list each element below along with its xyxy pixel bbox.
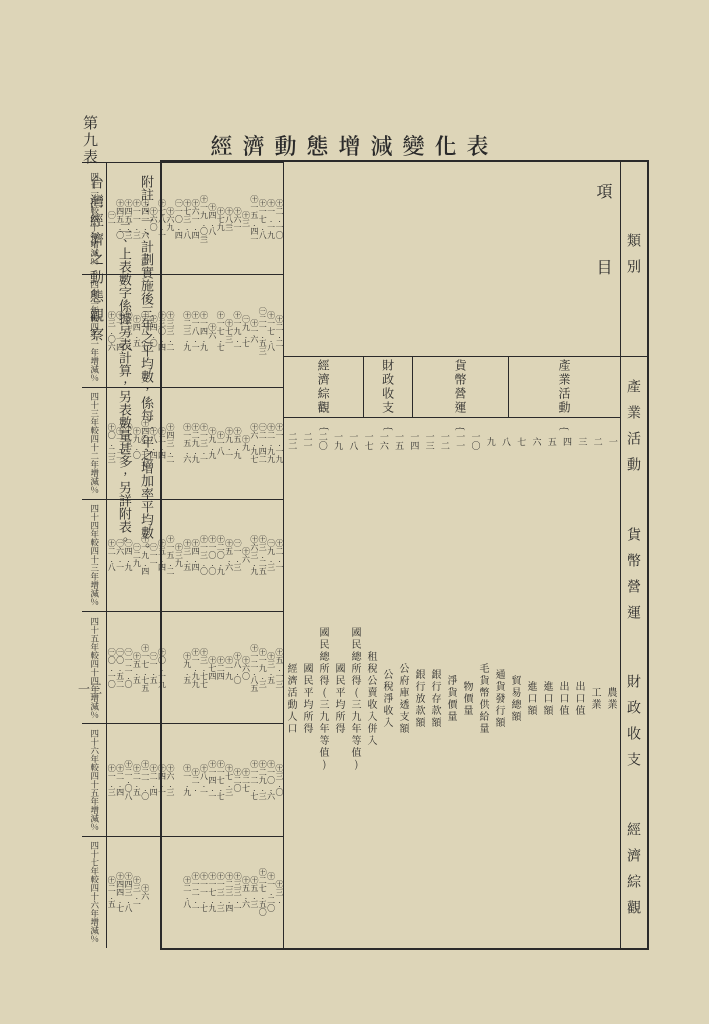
item-name: 工業	[588, 450, 604, 948]
col-number: 三	[574, 432, 589, 450]
col-number: 一七	[360, 432, 375, 450]
col-number: 二〇	[315, 432, 330, 450]
item-name: 國民平均所得	[300, 450, 316, 948]
col-number: 一	[605, 432, 620, 450]
item-name: 國民總所得(三九年等值)	[348, 450, 364, 948]
item-name: 出口值	[572, 450, 588, 948]
item-name: 農業	[604, 450, 620, 948]
item-name: 國民平均所得	[332, 450, 348, 948]
data-cell: ㊉一七.七	[216, 724, 224, 835]
data-cell: ㊉五.一三	[275, 612, 283, 723]
group-label: 經濟綜觀	[284, 357, 364, 417]
data-cell: ㊉二.二	[275, 275, 283, 386]
group-label: 產業活動	[509, 357, 620, 417]
col-number: 一一	[452, 432, 467, 450]
data-cell: ㊉一八	[216, 388, 224, 499]
item-name: 出口值	[556, 450, 572, 948]
item-name: 公府庫透支額	[396, 450, 412, 948]
item-name: 銀行存款額	[428, 450, 444, 948]
group-industry: 產業活動	[621, 357, 647, 505]
data-cell: ㊀二一.五三	[258, 275, 266, 386]
item-name: 經濟活動人口	[284, 450, 300, 948]
item-name: 公稅淨收入	[380, 450, 396, 948]
group-label: 財政收支	[364, 357, 413, 417]
data-cell: ㊉一.一九	[275, 388, 283, 499]
col-number: 七	[513, 432, 528, 450]
data-cell: ㊉一七.七	[216, 275, 224, 386]
col-number: 九	[482, 432, 497, 450]
page-number: 一三	[78, 680, 102, 697]
item-name: 銀行放款額	[412, 450, 428, 948]
notes-block: 附註：一、計劃實施後三年之平均數，係每一年之增加率平均數。 二、上表數字係據另表…	[112, 175, 160, 940]
data-cell: ㊉二七.五〇	[258, 837, 266, 948]
group-fiscal: 財政收支	[621, 653, 647, 801]
data-cell: ㊀二.四二	[258, 388, 266, 499]
brace-row: ︷︷︷︷	[284, 418, 620, 432]
side-title: 台灣經濟之動態觀察	[82, 175, 112, 940]
data-cell: ㊉三.二五	[258, 500, 266, 611]
col-number: 一五	[391, 432, 406, 450]
data-cell: ㊉一七.八	[258, 163, 266, 274]
page-title: 經濟動態增減變化表	[210, 130, 498, 161]
item-names-row: 經濟活動人口國民平均所得國民總所得(三九年等值)國民平均所得國民總所得(三九年等…	[284, 450, 620, 948]
col-number: 八	[498, 432, 513, 450]
data-cell: ㊉二四	[216, 612, 224, 723]
data-cell: ㊉二.一	[275, 500, 283, 611]
data-cell: ㊉三.	[275, 837, 283, 948]
item-name: 進口額	[524, 450, 540, 948]
data-cell: ㊉一二.一	[191, 837, 199, 948]
data-cell: ㊉三三.二	[166, 275, 174, 386]
data-cell: ㊉七九	[216, 163, 224, 274]
item-name: 淨貨價量	[444, 450, 460, 948]
item-name: 毛貨幣供給量	[476, 450, 492, 948]
data-cell: ㊉四三.二	[166, 388, 174, 499]
col-number: 六	[528, 432, 543, 450]
column-numbers: 二二二一二〇一九一八一七一六一五一四一三一二一一一〇九八七六五四三二一	[284, 432, 620, 450]
data-cell: ㊉二〇.九	[216, 500, 224, 611]
col-number: 二一	[299, 432, 314, 450]
col-number: 一九	[330, 432, 345, 450]
table-number: 第九表	[80, 115, 101, 166]
economic-table: 類別 產業活動 貨幣營運 財政收支 經濟綜觀 項目 經濟綜觀 財政收支 貨幣營運…	[160, 160, 649, 950]
item-name: 物價量	[460, 450, 476, 948]
data-cell	[166, 612, 174, 723]
col-number: 一〇	[467, 432, 482, 450]
group-economy: 經濟綜觀	[621, 800, 647, 948]
col-number: 五	[544, 432, 559, 450]
col-number: 二二	[284, 432, 299, 450]
data-cell: ㊉二九.三	[258, 724, 266, 835]
col-number: 一二	[437, 432, 452, 450]
item-name: 進口額	[540, 450, 556, 948]
data-cell: ㊉一九.三	[258, 612, 266, 723]
item-header: 項目	[284, 162, 620, 357]
item-name: 租稅公賣收入併入	[364, 450, 380, 948]
item-name: 通貨發行額	[492, 450, 508, 948]
col-number: 二	[589, 432, 604, 450]
data-cell	[169, 837, 176, 948]
col-number: 一四	[406, 432, 421, 450]
col-number: 四	[559, 432, 574, 450]
group-currency: 貨幣營運	[621, 505, 647, 653]
col-number: 一三	[421, 432, 436, 450]
data-cell	[162, 837, 169, 948]
item-name: 國民總所得(三九年等值)	[316, 450, 332, 948]
data-cell: ㊉二.一〇	[275, 163, 283, 274]
item-name: 貿易總額	[508, 450, 524, 948]
data-cell: ㊉六.三	[166, 724, 174, 835]
group-label: 貨幣營運	[413, 357, 509, 417]
col-number: 一八	[345, 432, 360, 450]
category-header: 類別	[621, 162, 647, 357]
data-cell: ㊉三.〇	[275, 724, 283, 835]
col-number: 一六	[376, 432, 391, 450]
